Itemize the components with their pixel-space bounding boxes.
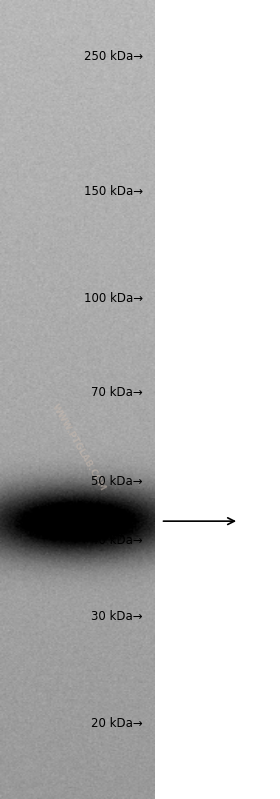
Text: 250 kDa→: 250 kDa→: [84, 50, 143, 63]
Text: WWW.PTGLAB.COM: WWW.PTGLAB.COM: [50, 403, 107, 492]
Text: 100 kDa→: 100 kDa→: [84, 292, 143, 305]
Text: 30 kDa→: 30 kDa→: [91, 610, 143, 622]
Text: 70 kDa→: 70 kDa→: [91, 386, 143, 399]
Text: 50 kDa→: 50 kDa→: [91, 475, 143, 488]
Text: 150 kDa→: 150 kDa→: [84, 185, 143, 198]
Text: 40 kDa→: 40 kDa→: [91, 534, 143, 547]
Text: 20 kDa→: 20 kDa→: [91, 717, 143, 729]
